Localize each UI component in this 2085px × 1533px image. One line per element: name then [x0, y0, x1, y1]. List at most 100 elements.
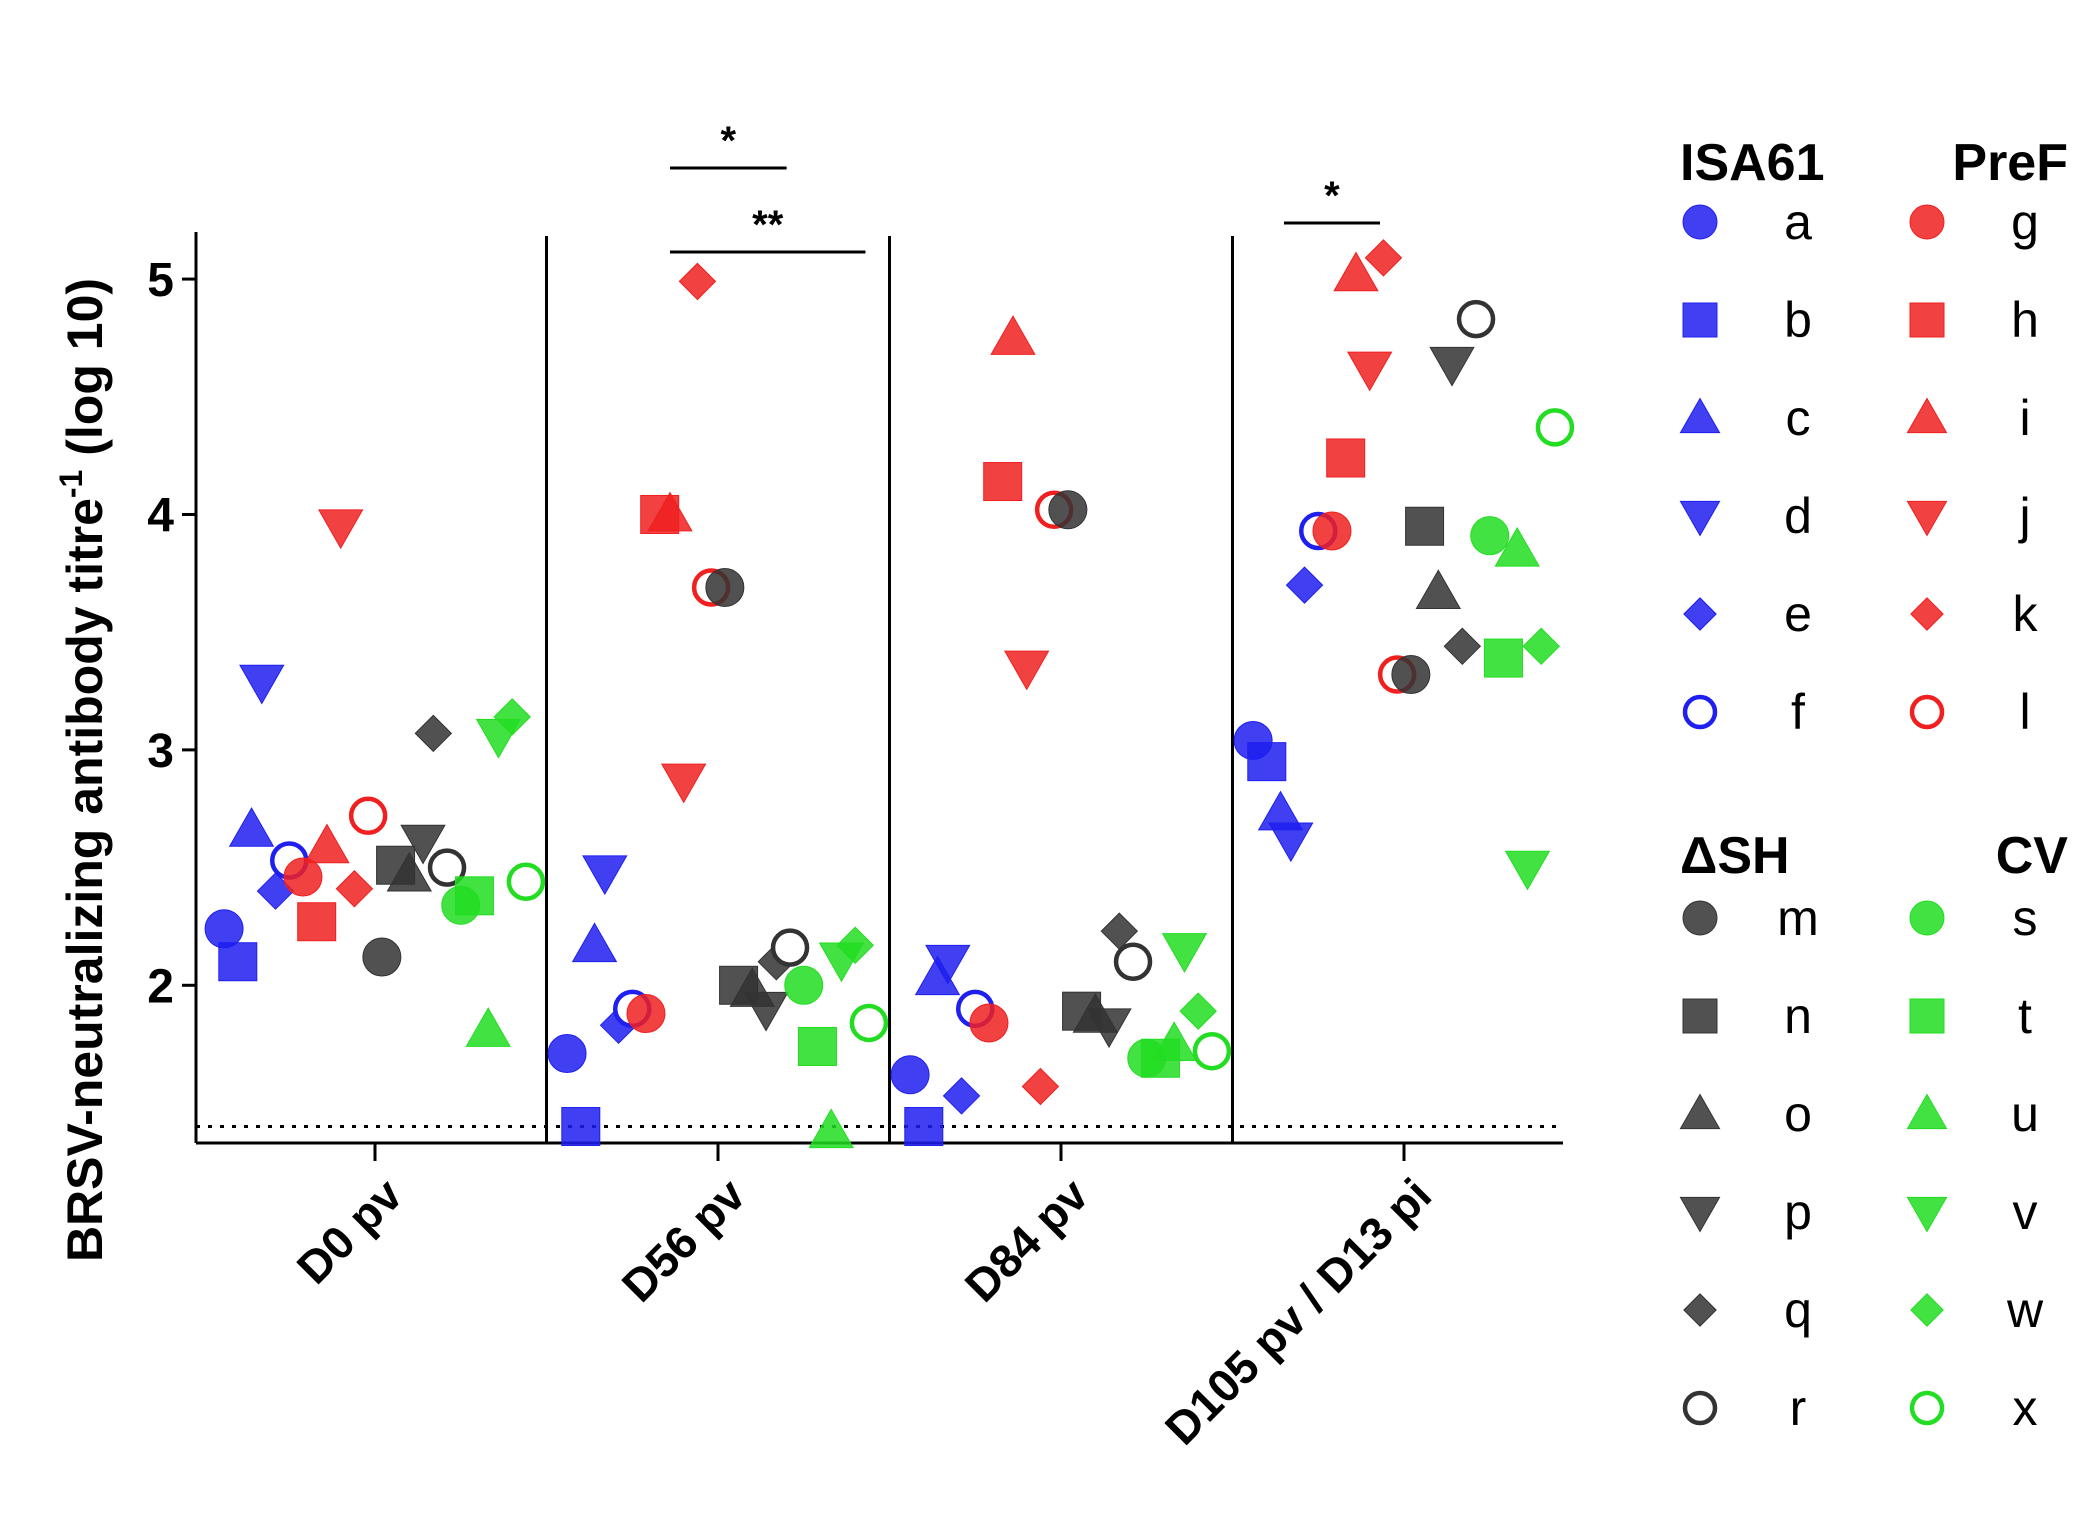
legend-marker-q — [1683, 1293, 1717, 1327]
data-point-i — [1333, 251, 1379, 292]
legend-marker-h — [1909, 302, 1945, 338]
data-point-j — [317, 509, 364, 550]
significance-bars: **** — [669, 119, 1380, 254]
legend-marker-x — [1909, 1390, 1945, 1426]
data-point-r — [427, 848, 467, 887]
legend-marker-g — [1909, 204, 1945, 240]
legend-label-h: h — [2011, 292, 2039, 348]
data-point-h — [297, 902, 337, 942]
legend-marker-t — [1909, 998, 1945, 1034]
data-point-a — [547, 1034, 587, 1074]
data-point-o — [386, 851, 433, 892]
data-point-a — [204, 909, 244, 949]
y-axis-label-main: BRSV-neutralizing antibody titre — [57, 498, 113, 1262]
data-point-t — [797, 1026, 837, 1066]
legend-group-title: ISA61 — [1680, 134, 1825, 192]
data-point-w — [836, 926, 874, 965]
legend-marker-s — [1909, 900, 1945, 936]
data-point-i — [304, 823, 350, 864]
legend-label-n: n — [1784, 988, 1812, 1044]
legend-label-k: k — [2013, 586, 2039, 642]
legend-label-a: a — [1784, 194, 1812, 250]
data-point-i — [647, 491, 693, 532]
data-point-m — [1048, 490, 1088, 530]
data-point-c — [228, 807, 275, 847]
legend-label-m: m — [1777, 890, 1819, 946]
data-point-j — [1003, 650, 1050, 691]
legend-marker-m — [1682, 900, 1718, 936]
data-point-b — [904, 1107, 944, 1147]
legend-label-p: p — [1784, 1184, 1812, 1240]
y-tick-label: 4 — [147, 489, 174, 542]
legend-label-f: f — [1791, 684, 1805, 740]
data-point-q — [1443, 627, 1482, 666]
significance-label: * — [1324, 174, 1340, 218]
data-point-g — [626, 994, 666, 1034]
legend-label-c: c — [1786, 390, 1811, 446]
legend-label-d: d — [1784, 488, 1812, 544]
data-point-u — [808, 1108, 854, 1149]
x-tick-label: D0 pv — [287, 1168, 413, 1294]
legend-marker-r — [1682, 1390, 1718, 1426]
data-point-t — [1483, 638, 1523, 678]
data-point-h — [1326, 438, 1366, 478]
data-point-n — [1405, 506, 1445, 546]
legend-label-q: q — [1784, 1282, 1812, 1338]
data-point-m — [1391, 655, 1431, 695]
legend-label-x: x — [2013, 1380, 2038, 1436]
x-tick-label: D56 pv — [612, 1168, 756, 1312]
data-point-j — [1346, 351, 1393, 392]
legend-marker-f — [1682, 694, 1718, 730]
legend-label-i: i — [2019, 390, 2030, 446]
data-point-u — [465, 1007, 511, 1047]
legend-marker-a — [1682, 204, 1718, 240]
data-point-x — [506, 862, 546, 901]
data-point-o — [1415, 569, 1462, 610]
legend-group-title: CV — [1996, 827, 2069, 885]
legend-marker-p — [1679, 1196, 1721, 1233]
legend-marker-u — [1906, 1093, 1948, 1130]
data-point-x — [1192, 1031, 1232, 1071]
data-point-x — [1535, 408, 1575, 447]
data-point-w — [1522, 627, 1560, 666]
data-point-g — [969, 1003, 1009, 1043]
legend-marker-d — [1679, 500, 1721, 537]
legend-marker-k — [1910, 597, 1944, 631]
legend-label-t: t — [2018, 988, 2032, 1044]
data-point-e — [1285, 566, 1324, 604]
legend-label-s: s — [2013, 890, 2038, 946]
legend-label-g: g — [2011, 194, 2039, 250]
data-point-d — [1268, 822, 1314, 863]
data-point-p — [743, 991, 789, 1032]
data-point-u — [1494, 526, 1540, 567]
data-point-t — [454, 876, 494, 916]
data-point-s — [1470, 516, 1510, 556]
legend-label-v: v — [2013, 1184, 2038, 1240]
legend-marker-o — [1679, 1093, 1721, 1130]
data-point-h — [983, 462, 1023, 502]
data-point-m — [362, 937, 402, 977]
data-point-i — [990, 315, 1036, 355]
data-point-k — [335, 870, 374, 908]
y-axis-label-superscript: -1 — [53, 470, 89, 498]
data-point-m — [705, 567, 745, 607]
significance-label: ** — [752, 203, 784, 247]
legend-marker-b — [1682, 302, 1718, 338]
data-point-r — [1456, 299, 1496, 339]
significance-label: * — [721, 119, 737, 163]
y-tick-label: 3 — [147, 725, 174, 778]
data-point-b — [1247, 742, 1287, 782]
data-point-k — [678, 262, 717, 301]
legend-group-title: PreF — [1952, 134, 2068, 192]
data-point-w — [1179, 992, 1217, 1030]
data-point-g — [283, 857, 323, 897]
legend-marker-l — [1909, 694, 1945, 730]
data-point-v — [1161, 933, 1208, 973]
data-point-x — [849, 1003, 889, 1043]
legend-marker-i — [1906, 397, 1948, 434]
data-point-d — [582, 855, 628, 896]
data-point-r — [1113, 942, 1153, 981]
legend-label-r: r — [1790, 1380, 1807, 1436]
